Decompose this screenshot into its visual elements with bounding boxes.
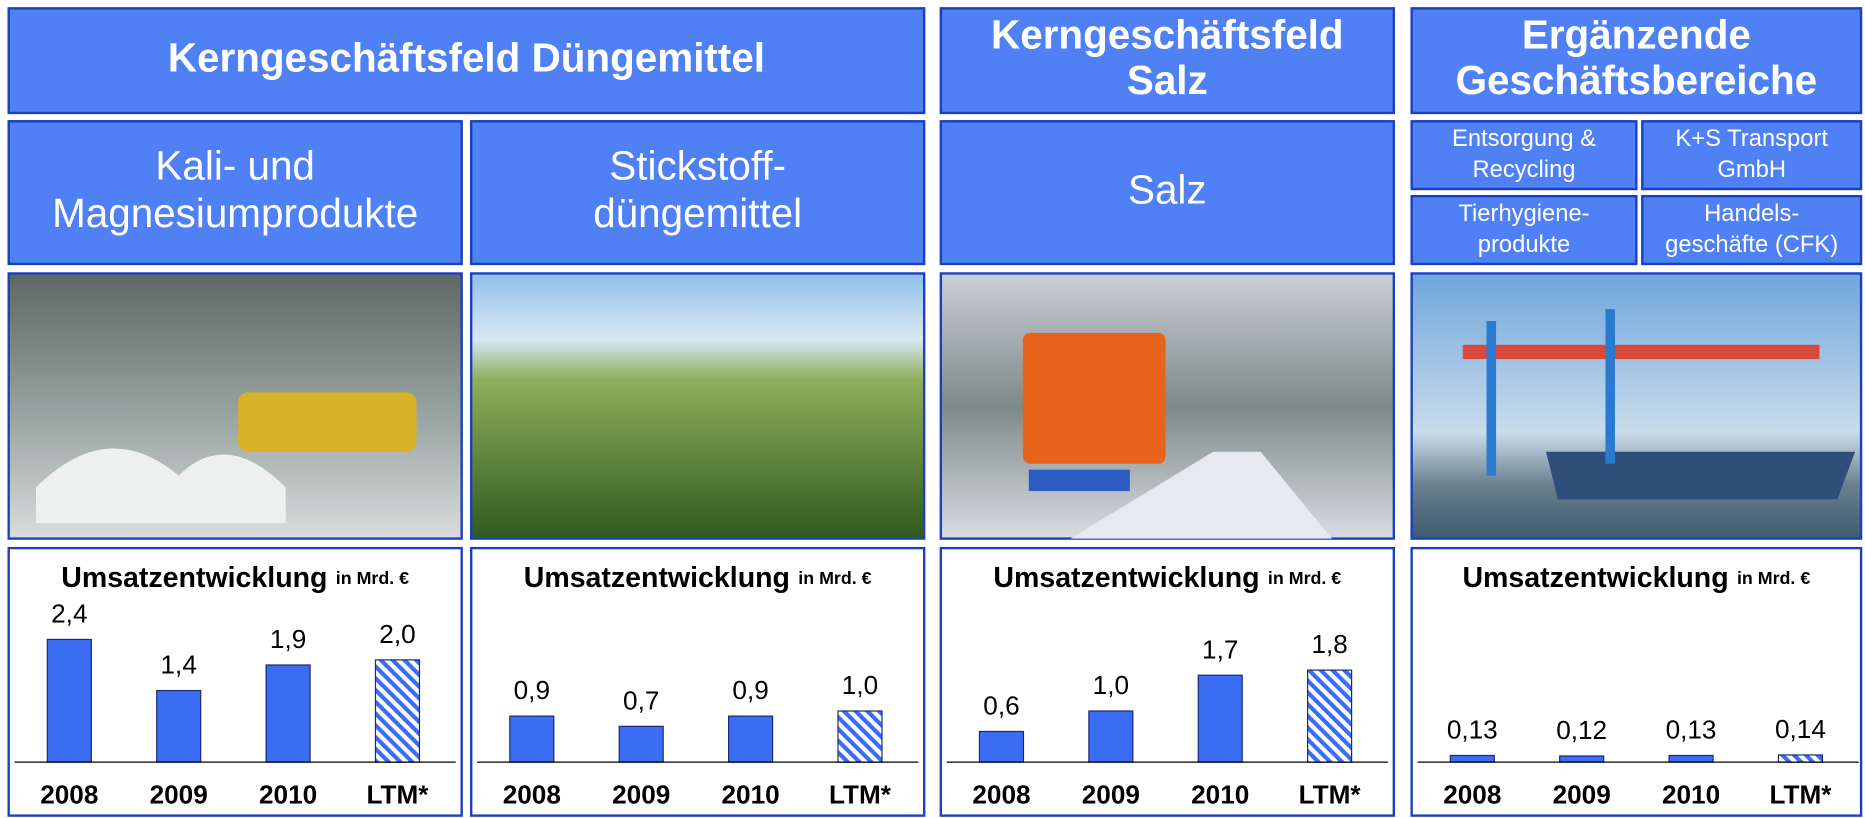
x-tick-label: 2010 xyxy=(259,780,317,810)
title-main: Umsatzentwicklung xyxy=(993,562,1259,594)
x-tick-label: 2009 xyxy=(1553,780,1611,810)
box-text: Salz xyxy=(1128,166,1207,212)
value-label: 2,0 xyxy=(379,619,415,649)
box-text: Tierhygiene- xyxy=(1458,200,1589,227)
x-tick-label: 2008 xyxy=(1443,780,1501,810)
title-unit: in Mrd. € xyxy=(798,568,871,588)
bar xyxy=(1308,670,1352,762)
value-label: 0,9 xyxy=(732,675,768,705)
photo xyxy=(471,273,924,538)
value-label: 1,4 xyxy=(161,650,197,680)
bar xyxy=(1560,756,1604,762)
value-label: 0,6 xyxy=(983,691,1019,721)
x-tick-label: LTM* xyxy=(366,780,429,810)
photo xyxy=(1412,273,1861,538)
title-main: Umsatzentwicklung xyxy=(61,562,327,594)
box-text: geschäfte (CFK) xyxy=(1665,231,1838,258)
box-text: Recycling xyxy=(1472,156,1575,183)
title-main: Umsatzentwicklung xyxy=(1462,562,1728,594)
bar xyxy=(1089,711,1133,762)
title-unit: in Mrd. € xyxy=(1737,568,1810,588)
box-text: Kerngeschäftsfeld xyxy=(991,12,1344,58)
x-tick-label: 2009 xyxy=(1082,780,1140,810)
photo xyxy=(9,273,462,538)
box-text: Salz xyxy=(1127,57,1208,103)
value-label: 1,8 xyxy=(1311,629,1347,659)
x-tick-label: 2008 xyxy=(40,780,98,810)
x-tick-label: LTM* xyxy=(829,780,892,810)
x-tick-label: LTM* xyxy=(1299,780,1362,810)
value-label: 0,12 xyxy=(1556,715,1607,745)
box-text: Kerngeschäftsfeld Düngemittel xyxy=(168,34,765,80)
box-text: Handels- xyxy=(1704,200,1799,227)
bar xyxy=(1669,755,1713,762)
bar xyxy=(266,665,310,762)
x-tick-label: 2010 xyxy=(722,780,780,810)
x-tick-label: 2010 xyxy=(1662,780,1720,810)
bar xyxy=(1198,675,1242,762)
bar xyxy=(47,639,91,762)
box-text: K+S Transport xyxy=(1675,125,1828,152)
bar xyxy=(619,726,663,762)
box-text: Kali- und xyxy=(155,143,314,189)
bar xyxy=(838,711,882,762)
box-text: produkte xyxy=(1478,231,1571,258)
bar xyxy=(157,691,201,763)
bar xyxy=(979,731,1023,762)
title-unit: in Mrd. € xyxy=(336,568,409,588)
box-text: Ergänzende xyxy=(1522,12,1751,58)
value-label: 0,9 xyxy=(514,675,550,705)
value-label: 0,13 xyxy=(1666,715,1717,745)
box-text: Entsorgung & xyxy=(1452,125,1596,152)
box-text: Stickstoff- xyxy=(609,143,786,189)
box-text: düngemittel xyxy=(593,190,802,236)
box-text: GmbH xyxy=(1717,156,1786,183)
value-label: 1,0 xyxy=(1093,670,1129,700)
bar xyxy=(729,716,773,762)
value-label: 1,9 xyxy=(270,624,306,654)
value-label: 0,14 xyxy=(1775,714,1826,744)
bar xyxy=(375,660,419,762)
value-label: 2,4 xyxy=(51,599,87,629)
x-tick-label: 2009 xyxy=(150,780,208,810)
x-tick-label: 2008 xyxy=(972,780,1030,810)
bar xyxy=(510,716,554,762)
page: {"headers": [ {"lines": ["Kerngeschäftsf… xyxy=(0,0,1865,818)
value-label: 1,7 xyxy=(1202,634,1238,664)
x-tick-label: LTM* xyxy=(1769,780,1832,810)
value-label: 1,0 xyxy=(842,670,878,700)
box-text: Geschäftsbereiche xyxy=(1456,57,1818,103)
slide: Kerngeschäftsfeld Düngemittel Kerngeschäf… xyxy=(0,0,1865,818)
x-tick-label: 2010 xyxy=(1191,780,1249,810)
value-label: 0,7 xyxy=(623,685,659,715)
box-text: Magnesiumprodukte xyxy=(52,190,418,236)
x-tick-label: 2008 xyxy=(503,780,561,810)
title-unit: in Mrd. € xyxy=(1268,568,1341,588)
bar xyxy=(1450,755,1494,762)
photo xyxy=(941,273,1394,538)
title-main: Umsatzentwicklung xyxy=(524,562,790,594)
value-label: 0,13 xyxy=(1447,715,1498,745)
x-tick-label: 2009 xyxy=(612,780,670,810)
bar xyxy=(1778,755,1822,762)
